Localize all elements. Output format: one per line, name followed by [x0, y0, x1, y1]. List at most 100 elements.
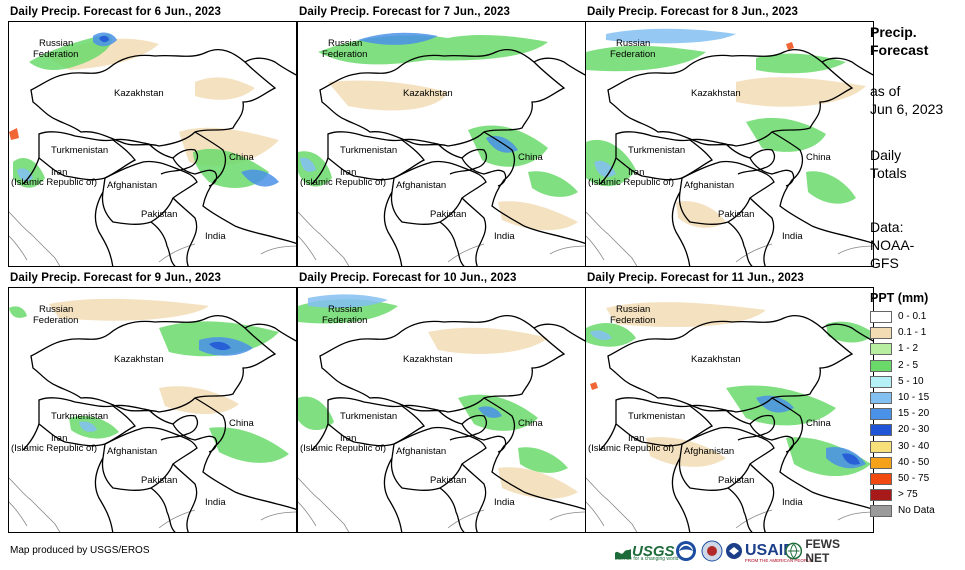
side-data-1: Data: [870, 219, 904, 235]
precip-area [358, 32, 438, 45]
panel-title: Daily Precip. Forecast for 10 Jun., 2023 [299, 272, 517, 284]
nws-logo [701, 538, 723, 564]
label-afghanistan: Afghanistan [684, 446, 735, 457]
label-afghanistan: Afghanistan [107, 180, 158, 191]
legend-swatch [870, 311, 892, 323]
label-afghanistan: Afghanistan [684, 180, 735, 191]
tajik-border [461, 423, 507, 453]
legend-swatch [870, 489, 892, 502]
panel-title: Daily Precip. Forecast for 11 Jun., 2023 [587, 272, 804, 284]
china-border [483, 57, 585, 244]
fewsnet-wordmark: FEWS NET [805, 537, 840, 565]
precip-area [209, 427, 289, 463]
legend-label: > 75 [898, 489, 918, 501]
label-iran-1: Iran [628, 167, 645, 178]
precip-area [586, 323, 636, 347]
precip-area [300, 157, 316, 172]
precip-map: Russian Federation Kazakhstan Turkmenist… [585, 21, 874, 267]
precip-area [9, 306, 27, 318]
precip-area [606, 302, 766, 328]
legend-label: 50 - 75 [898, 473, 930, 484]
afghanistan-border [390, 160, 487, 225]
coastline-south [447, 243, 585, 263]
precip-area [606, 28, 736, 44]
legend-swatch [870, 456, 892, 469]
side-heading-1: Precip. [870, 24, 917, 40]
uzbek-kyrgyz-border [112, 404, 199, 441]
iran-border [311, 157, 403, 266]
afghanistan-border [101, 426, 198, 491]
afghanistan-border [390, 426, 487, 491]
precip-area [308, 294, 388, 308]
label-turkmenistan: Turkmenistan [628, 411, 686, 422]
label-iran-1: Iran [51, 167, 68, 178]
label-pakistan: Pakistan [141, 475, 178, 486]
label-afghanistan: Afghanistan [396, 180, 447, 191]
label-india: India [494, 497, 515, 508]
coastline-west [298, 211, 350, 266]
forecast-panel-1: Daily Precip. Forecast for 6 Jun., 2023 … [8, 6, 298, 268]
legend-label: 1 - 2 [898, 343, 919, 355]
tajik-border [172, 157, 218, 187]
label-iran-2: (Islamic Republic of) [588, 177, 675, 188]
label-kazakhstan: Kazakhstan [114, 88, 164, 99]
legend-swatch [870, 343, 892, 356]
label-turkmenistan: Turkmenistan [51, 145, 109, 156]
label-russia-1: Russian [39, 38, 74, 49]
precip-area [209, 341, 231, 351]
uzbek-kyrgyz-border [689, 404, 776, 441]
precip-map: Russian Federation Kazakhstan Turkmenist… [585, 287, 874, 533]
label-iran-1: Iran [628, 433, 645, 444]
turkmenistan-border [615, 397, 713, 447]
precip-map: Russian Federation Kazakhstan Turkmenist… [297, 287, 586, 533]
legend-label: 0 - 0.1 [898, 311, 927, 322]
legend-label: 15 - 20 [898, 408, 930, 420]
label-india: India [494, 231, 515, 242]
usgs-logo: USGS [615, 538, 675, 564]
precip-area [786, 42, 794, 50]
iran-border [22, 423, 114, 532]
precip-area [646, 437, 726, 467]
china-border [771, 57, 873, 244]
precip-area [590, 330, 612, 340]
panel-title: Daily Precip. Forecast for 8 Jun., 2023 [587, 6, 798, 18]
uzbek-kyrgyz-border [689, 138, 776, 175]
label-russia-1: Russian [616, 304, 651, 315]
precip-area [528, 171, 578, 197]
precip-area [746, 117, 826, 152]
precip-area [586, 45, 706, 72]
label-russia-2: Federation [33, 49, 79, 60]
precip-area [328, 80, 448, 111]
side-asof-2: Jun 6, 2023 [870, 101, 944, 117]
tajik-border [461, 157, 507, 187]
precip-area [594, 160, 616, 178]
label-afghanistan: Afghanistan [107, 446, 158, 457]
legend-title: PPT (mm) [870, 291, 929, 305]
label-china: China [518, 152, 543, 163]
label-iran-1: Iran [340, 433, 357, 444]
precip-area [736, 77, 866, 107]
label-india: India [205, 231, 226, 242]
forecast-panel-4: Daily Precip. Forecast for 9 Jun., 2023 … [8, 272, 298, 534]
precip-area [298, 396, 334, 431]
tajik-border [749, 157, 795, 187]
label-russia-1: Russian [328, 38, 363, 49]
legend-label: No Data [898, 505, 935, 517]
iran-border [311, 423, 403, 532]
label-pakistan: Pakistan [718, 209, 755, 220]
label-china: China [806, 418, 831, 429]
label-iran-2: (Islamic Republic of) [11, 443, 98, 454]
legend-label: 10 - 15 [898, 392, 930, 403]
kazakhstan-border [607, 314, 854, 413]
china-border [771, 323, 873, 510]
legend-swatch [870, 375, 892, 388]
label-kazakhstan: Kazakhstan [403, 88, 453, 99]
pakistan-border [150, 197, 198, 266]
label-russia-2: Federation [610, 315, 656, 326]
legend-swatch [870, 473, 892, 485]
tajik-border [749, 423, 795, 453]
panel-title: Daily Precip. Forecast for 6 Jun., 2023 [10, 6, 221, 18]
side-data-3: GFS [870, 255, 899, 271]
forecast-panel-5: Daily Precip. Forecast for 10 Jun., 2023… [297, 272, 587, 534]
usaid-wordmark: USAID [745, 542, 795, 559]
